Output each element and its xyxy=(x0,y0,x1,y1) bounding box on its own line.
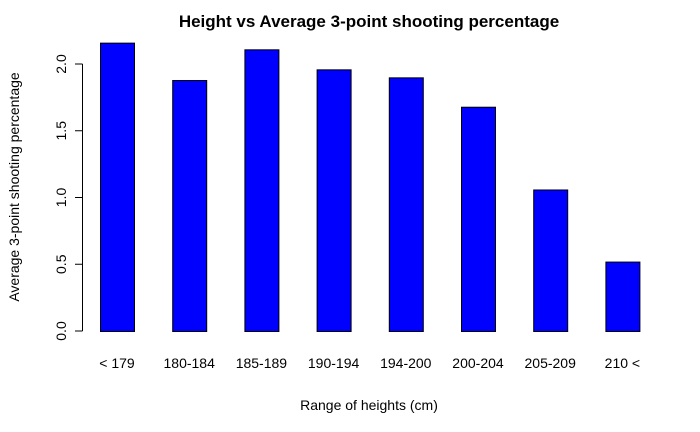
bar-0 xyxy=(100,42,135,332)
x-tick-label-7: 210 < xyxy=(605,355,640,371)
bar-4 xyxy=(388,77,424,332)
y-tick-label-4: 2.0 xyxy=(53,54,69,74)
y-tick-label-0: 0.0 xyxy=(53,321,69,341)
y-axis: 0.0 0.5 1.0 1.5 2.0 xyxy=(53,54,83,341)
chart-title: Height vs Average 3-point shooting perce… xyxy=(179,12,559,31)
bar-1 xyxy=(172,80,208,332)
x-tick-label-2: 185-189 xyxy=(236,355,288,371)
y-tick-label-3: 1.5 xyxy=(53,121,69,141)
x-tick-label-3: 190-194 xyxy=(308,355,360,371)
x-tick-label-4: 194-200 xyxy=(380,355,432,371)
bar-3 xyxy=(316,69,352,332)
bar-7 xyxy=(605,261,641,332)
bar-6 xyxy=(533,189,569,332)
x-tick-labels: < 179 180-184 185-189 190-194 194-200 200-204… xyxy=(99,355,640,371)
x-axis-label: Range of heights (cm) xyxy=(300,397,438,413)
bar-5 xyxy=(461,106,496,332)
y-axis-label: Average 3-point shooting percentage xyxy=(6,72,22,302)
x-tick-label-6: 205-209 xyxy=(525,355,577,371)
x-tick-label-5: 200-204 xyxy=(452,355,504,371)
x-tick-label-0: < 179 xyxy=(99,355,135,371)
bar-2 xyxy=(244,49,280,332)
x-tick-label-1: 180-184 xyxy=(164,355,216,371)
bars-group xyxy=(100,42,641,332)
y-tick-label-1: 0.5 xyxy=(53,254,69,274)
y-tick-label-2: 1.0 xyxy=(53,188,69,208)
